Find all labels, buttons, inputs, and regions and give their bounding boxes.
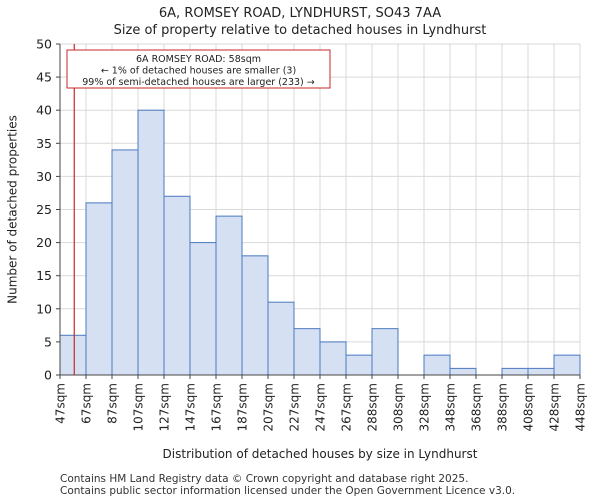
- histogram-bar: [163, 195, 191, 376]
- y-tick-label: 45: [36, 70, 52, 85]
- annotation-text: 99% of semi-detached houses are larger (…: [82, 77, 315, 88]
- y-tick-label: 30: [36, 169, 52, 184]
- footer-line-1: Contains HM Land Registry data © Crown c…: [60, 473, 469, 485]
- x-tick-label: 227sqm: [288, 383, 302, 431]
- x-tick-label: 147sqm: [184, 383, 198, 431]
- x-tick-labels: 47sqm 67sqm 87sqm 107sqm 127sqm 147sqm 167sqm 1…: [54, 375, 588, 431]
- histogram-bar: [85, 202, 113, 376]
- y-tick-label: 5: [44, 334, 52, 349]
- histogram-bar: [345, 354, 373, 376]
- x-tick-label: 308sqm: [392, 383, 406, 431]
- histogram-bar: [553, 354, 581, 376]
- x-tick-label: 107sqm: [132, 383, 146, 431]
- x-tick-label: 448sqm: [574, 383, 588, 431]
- annotation-box: [66, 49, 331, 89]
- histogram-bar: [501, 367, 529, 376]
- histogram-bar: [59, 334, 87, 376]
- x-tick-label: 87sqm: [106, 383, 120, 424]
- histogram-bar: [267, 301, 295, 376]
- x-tick-label: 247sqm: [314, 383, 328, 431]
- histogram-bar: [137, 109, 165, 376]
- y-tick-label: 15: [36, 268, 52, 283]
- x-tick-label: 288sqm: [366, 383, 380, 431]
- chart-subtitle: Size of property relative to detached ho…: [113, 23, 487, 38]
- y-tick-label: 10: [36, 301, 52, 316]
- x-tick-label: 127sqm: [158, 383, 172, 431]
- annotation-text: ← 1% of detached houses are smaller (3): [101, 66, 296, 77]
- x-tick-label: 167sqm: [210, 383, 224, 431]
- annotation-text: 6A ROMSEY ROAD: 58sqm: [136, 54, 261, 65]
- x-tick-label: 187sqm: [236, 383, 250, 431]
- histogram-bar: [215, 215, 243, 376]
- y-tick-label: 0: [44, 368, 52, 383]
- y-tick-label: 20: [36, 235, 52, 250]
- histogram-bar: [241, 255, 269, 376]
- x-tick-label: 67sqm: [80, 383, 94, 424]
- x-tick-label: 428sqm: [548, 383, 562, 431]
- y-tick-label: 35: [36, 136, 52, 151]
- chart-title: 6A, ROMSEY ROAD, LYNDHURST, SO43 7AA: [158, 6, 442, 21]
- histogram-bar: [293, 328, 321, 376]
- x-tick-label: 368sqm: [470, 383, 484, 431]
- x-tick-label: 408sqm: [522, 383, 536, 431]
- x-tick-label: 207sqm: [262, 383, 276, 431]
- property-marker: 6A ROMSEY ROAD: 58sqm← 1% of detached ho…: [66, 44, 331, 375]
- histogram-bar: [371, 328, 399, 376]
- x-tick-label: 47sqm: [54, 383, 68, 424]
- histogram-bar: [449, 367, 477, 376]
- x-tick-label: 388sqm: [496, 383, 510, 431]
- histogram-bar: [527, 367, 555, 376]
- y-axis-label: Number of detached properties: [6, 115, 20, 304]
- y-tick-labels: 0 5 10 15 20 25 30 35 40 45 50: [36, 37, 60, 383]
- x-axis-label: Distribution of detached houses by size …: [163, 447, 478, 461]
- x-tick-label: 267sqm: [340, 383, 354, 431]
- histogram-bar: [189, 242, 217, 376]
- x-tick-label: 328sqm: [418, 383, 432, 431]
- histogram-bar: [423, 354, 451, 376]
- footer-line-2: Contains public sector information licen…: [60, 485, 516, 497]
- histogram-bar: [111, 149, 139, 376]
- bars: [59, 109, 581, 376]
- x-tick-label: 348sqm: [444, 383, 458, 431]
- histogram-bar: [319, 341, 347, 376]
- y-tick-label: 25: [36, 202, 52, 217]
- y-tick-label: 40: [36, 103, 52, 118]
- y-tick-label: 50: [36, 37, 52, 52]
